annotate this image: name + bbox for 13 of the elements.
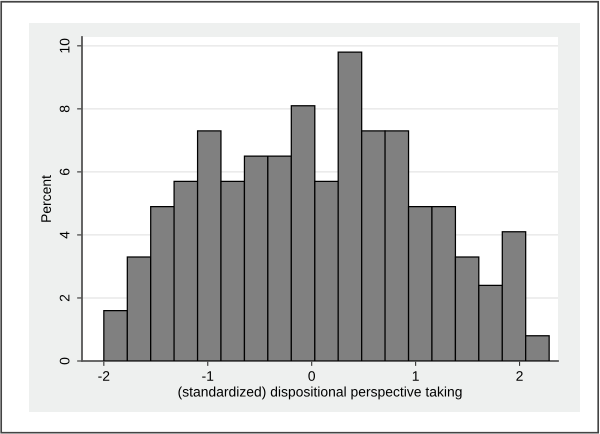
y-tick-label: 2 [60,294,70,302]
y-tick-label: 10 [60,38,70,52]
y-tick-label: 8 [60,106,70,112]
x-tick-label: -2 [98,371,110,381]
x-tick-label: 2 [516,371,523,381]
y-axis-title: Percent [41,175,52,222]
y-tick-label: 6 [60,168,70,176]
x-tick-label: 0 [308,371,316,381]
y-tick-label: 0 [60,358,70,364]
x-axis-title: (standardized) dispositional perspective taking [178,386,462,400]
y-tick-label: 4 [60,231,70,238]
x-tick-label: 1 [412,371,419,381]
x-tick-label: -1 [202,371,214,381]
